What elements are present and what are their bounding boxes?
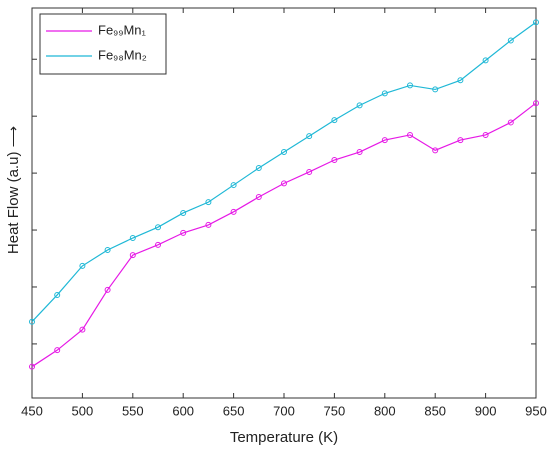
point-marker xyxy=(104,246,111,253)
point-marker xyxy=(104,286,111,293)
point-marker xyxy=(507,119,514,126)
x-tick-label: 800 xyxy=(374,403,396,418)
point-marker xyxy=(180,209,187,216)
legend-label: Fe₉₈Mn₂ xyxy=(98,47,147,62)
point-marker xyxy=(281,180,287,187)
point-marker xyxy=(331,117,338,124)
point-marker xyxy=(180,229,187,236)
point-marker xyxy=(482,131,489,138)
point-marker xyxy=(356,149,363,156)
point-marker xyxy=(432,86,439,93)
point-marker xyxy=(533,19,539,26)
x-axis-label: Temperature (K) xyxy=(230,429,338,446)
legend-box xyxy=(39,13,167,75)
point-marker xyxy=(381,90,388,97)
x-tick-label: 450 xyxy=(21,403,43,418)
point-marker xyxy=(54,291,61,298)
point-marker xyxy=(381,137,388,144)
point-marker xyxy=(255,164,262,171)
x-tick-label: 700 xyxy=(273,403,295,418)
point-marker xyxy=(507,37,514,44)
point-marker xyxy=(29,318,35,325)
point-marker xyxy=(205,221,212,228)
y-axis-label: Heat Flow (a.u) ⟶ xyxy=(5,126,22,254)
point-marker xyxy=(29,363,35,370)
point-marker xyxy=(281,149,287,156)
point-marker xyxy=(79,326,86,333)
point-marker xyxy=(129,252,136,259)
point-marker xyxy=(255,194,262,201)
x-tick-label: 950 xyxy=(525,403,547,418)
point-marker xyxy=(129,235,136,242)
x-tick-label: 600 xyxy=(172,403,194,418)
point-marker xyxy=(230,182,237,189)
point-marker xyxy=(482,57,489,64)
series-line xyxy=(31,102,537,368)
x-tick-label: 500 xyxy=(72,403,94,418)
x-tick-label: 850 xyxy=(424,403,446,418)
x-tick-label: 550 xyxy=(122,403,144,418)
series-line xyxy=(31,21,537,323)
legend-label: Fe₉₉Mn₁ xyxy=(98,22,147,37)
x-tick-label: 650 xyxy=(223,403,245,418)
point-marker xyxy=(230,208,237,215)
point-marker xyxy=(155,224,161,231)
point-marker xyxy=(432,147,439,154)
point-marker xyxy=(407,82,413,89)
x-tick-label: 750 xyxy=(324,403,346,418)
point-marker xyxy=(407,131,413,138)
point-marker xyxy=(54,347,61,354)
point-marker xyxy=(533,100,539,107)
point-marker xyxy=(331,157,338,164)
point-marker xyxy=(457,137,464,144)
point-marker xyxy=(155,241,161,248)
point-marker xyxy=(79,262,86,269)
point-marker xyxy=(457,77,464,84)
point-marker xyxy=(356,102,363,109)
point-marker xyxy=(306,168,313,175)
x-tick-label: 900 xyxy=(475,403,497,418)
point-marker xyxy=(306,133,313,140)
point-marker xyxy=(205,199,212,206)
